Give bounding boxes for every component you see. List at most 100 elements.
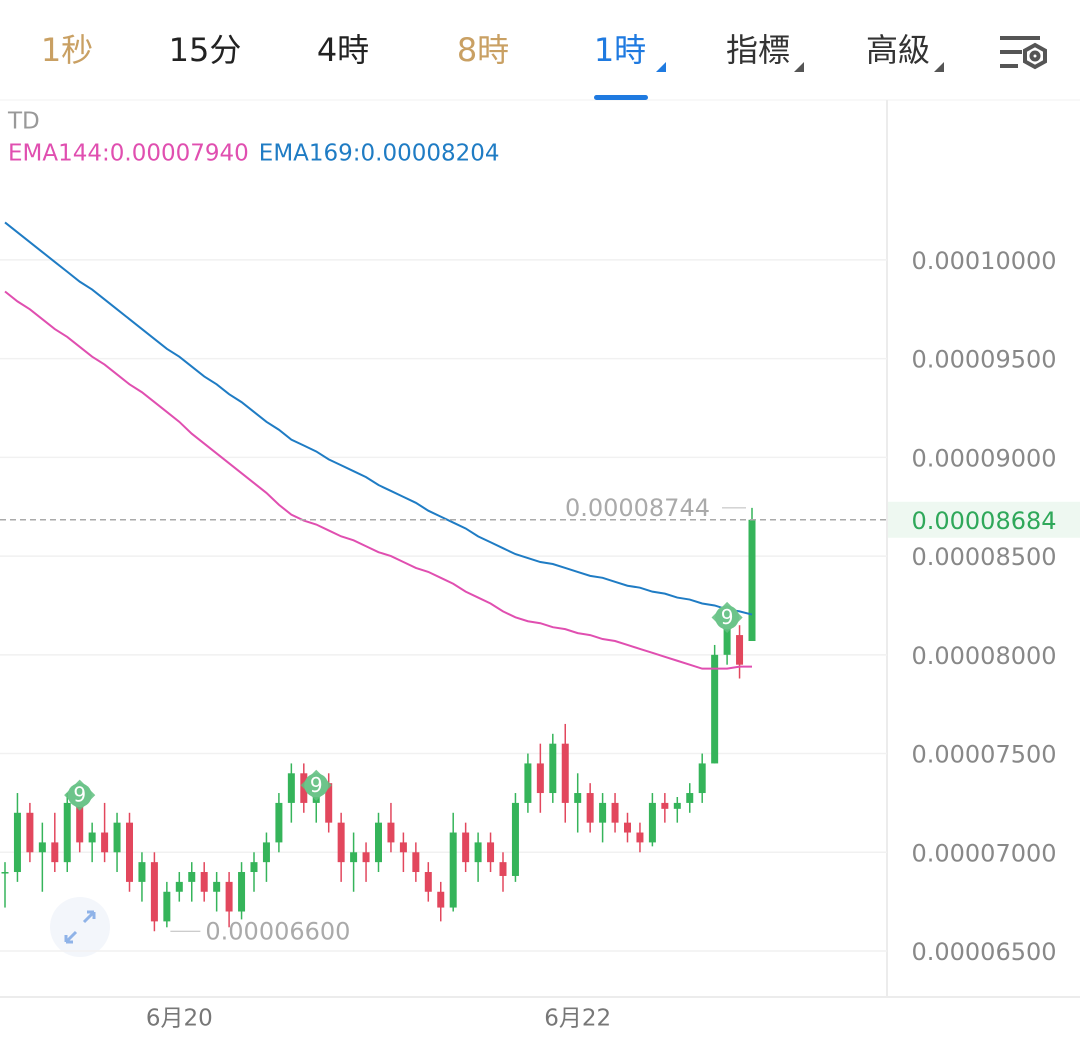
candle-body [250, 862, 258, 873]
candle-body [499, 862, 507, 876]
td-label: 9 [310, 773, 323, 797]
tab[interactable]: 8時 [457, 31, 509, 69]
candle-body [673, 802, 681, 809]
candle-body [350, 852, 358, 863]
candle-body [51, 842, 59, 863]
y-tick-label: 0.00006500 [911, 938, 1056, 966]
tab-label: 指標 [726, 31, 790, 69]
ema-line [4, 290, 752, 670]
candle-body [26, 812, 34, 853]
tab[interactable]: 1秒 [41, 31, 93, 69]
candle-body [76, 802, 84, 843]
candle-body [399, 842, 407, 853]
candle-body [262, 842, 270, 863]
candle-body [586, 793, 594, 823]
tab-label: 高級 [866, 31, 930, 69]
plot-area: 9 9 9 [1, 221, 756, 932]
candle-body [437, 891, 445, 908]
y-tick-label: 0.00008500 [911, 543, 1056, 571]
tab[interactable]: 指標 [726, 31, 804, 72]
candle-body [536, 763, 544, 794]
candle-body [748, 519, 756, 642]
candle-body [225, 881, 233, 912]
expand-icon [64, 910, 96, 944]
y-tick-label: 0.00009500 [911, 346, 1056, 374]
y-tick-label: 0.00009000 [911, 444, 1056, 472]
candle-body [163, 891, 171, 922]
candle-body [126, 822, 133, 882]
candle-body [599, 802, 607, 823]
y-tick-label: 0.00008000 [911, 642, 1056, 670]
candle-body [101, 832, 109, 853]
candle-body [38, 842, 46, 853]
active-indicator [594, 95, 648, 100]
candle-body [375, 822, 382, 863]
tab[interactable]: 15分 [169, 31, 242, 69]
candle-body [213, 881, 221, 892]
tab[interactable]: 1時 [594, 31, 666, 100]
y-tick-label: 0.00010000 [911, 247, 1056, 275]
last-price-bg [888, 501, 1080, 538]
icon-hex [1023, 42, 1047, 70]
candle-body [549, 743, 557, 794]
dropdown-arrow [934, 62, 944, 72]
min-label: 0.00006600 [205, 917, 350, 945]
ema-line [4, 221, 753, 616]
dropdown-arrow [794, 62, 804, 72]
tab-label: 1時 [594, 31, 646, 69]
tab[interactable]: 4時 [317, 31, 369, 69]
y-tick-label: 0.00007000 [911, 839, 1056, 867]
legend-entry: EMA169:0.00008204 [259, 141, 500, 167]
td-badge-core [715, 605, 740, 630]
candle-body [337, 822, 345, 863]
indicator-label: TD [7, 109, 40, 135]
candle-body [449, 832, 457, 908]
y-tick-label: 0.00007500 [911, 741, 1056, 769]
candle-body [574, 793, 582, 803]
candle-body [462, 832, 470, 863]
tab-label: 8時 [457, 31, 509, 69]
candle-body [412, 852, 420, 873]
candle-body [487, 842, 495, 863]
td-label: 9 [721, 605, 734, 629]
max-label: 0.00008744 [565, 494, 710, 522]
candle-body [138, 862, 146, 882]
td-badge-core [304, 773, 329, 798]
expand-button[interactable] [50, 897, 110, 957]
x-tick-label: 6月20 [146, 1006, 213, 1032]
dropdown-arrow [656, 62, 666, 72]
settings-icon[interactable] [1000, 36, 1047, 70]
candle-body [150, 862, 158, 922]
candle-body [711, 654, 719, 764]
candle-body [624, 822, 631, 833]
tab-label: 1秒 [41, 31, 93, 69]
candle-body [636, 832, 644, 843]
candle-body [325, 783, 333, 823]
candle-body [561, 743, 569, 803]
candle-body [13, 812, 21, 873]
tab-label: 4時 [317, 31, 369, 69]
tab-label: 15分 [169, 31, 242, 69]
candle-body [648, 802, 656, 843]
candle-body [387, 822, 395, 843]
tab[interactable]: 高級 [866, 31, 944, 72]
candle-body [175, 881, 183, 892]
x-tick-label: 6月22 [544, 1006, 611, 1032]
candle-body [63, 802, 71, 863]
td-badge-core [67, 783, 92, 808]
last-price-label: 0.00008684 [911, 507, 1056, 535]
candle-body [200, 872, 208, 892]
candle-body [287, 773, 295, 803]
candle-body [661, 802, 669, 809]
candle-body [424, 872, 432, 892]
candle-body [698, 763, 706, 794]
candle-body [238, 872, 246, 912]
candle-body [88, 832, 96, 843]
legend-entry: EMA144:0.00007940 [8, 141, 249, 167]
candle-body [611, 802, 619, 823]
candle-body [188, 872, 196, 882]
candle-body [686, 793, 694, 803]
candle-body [524, 763, 532, 803]
candle-body [736, 635, 744, 665]
